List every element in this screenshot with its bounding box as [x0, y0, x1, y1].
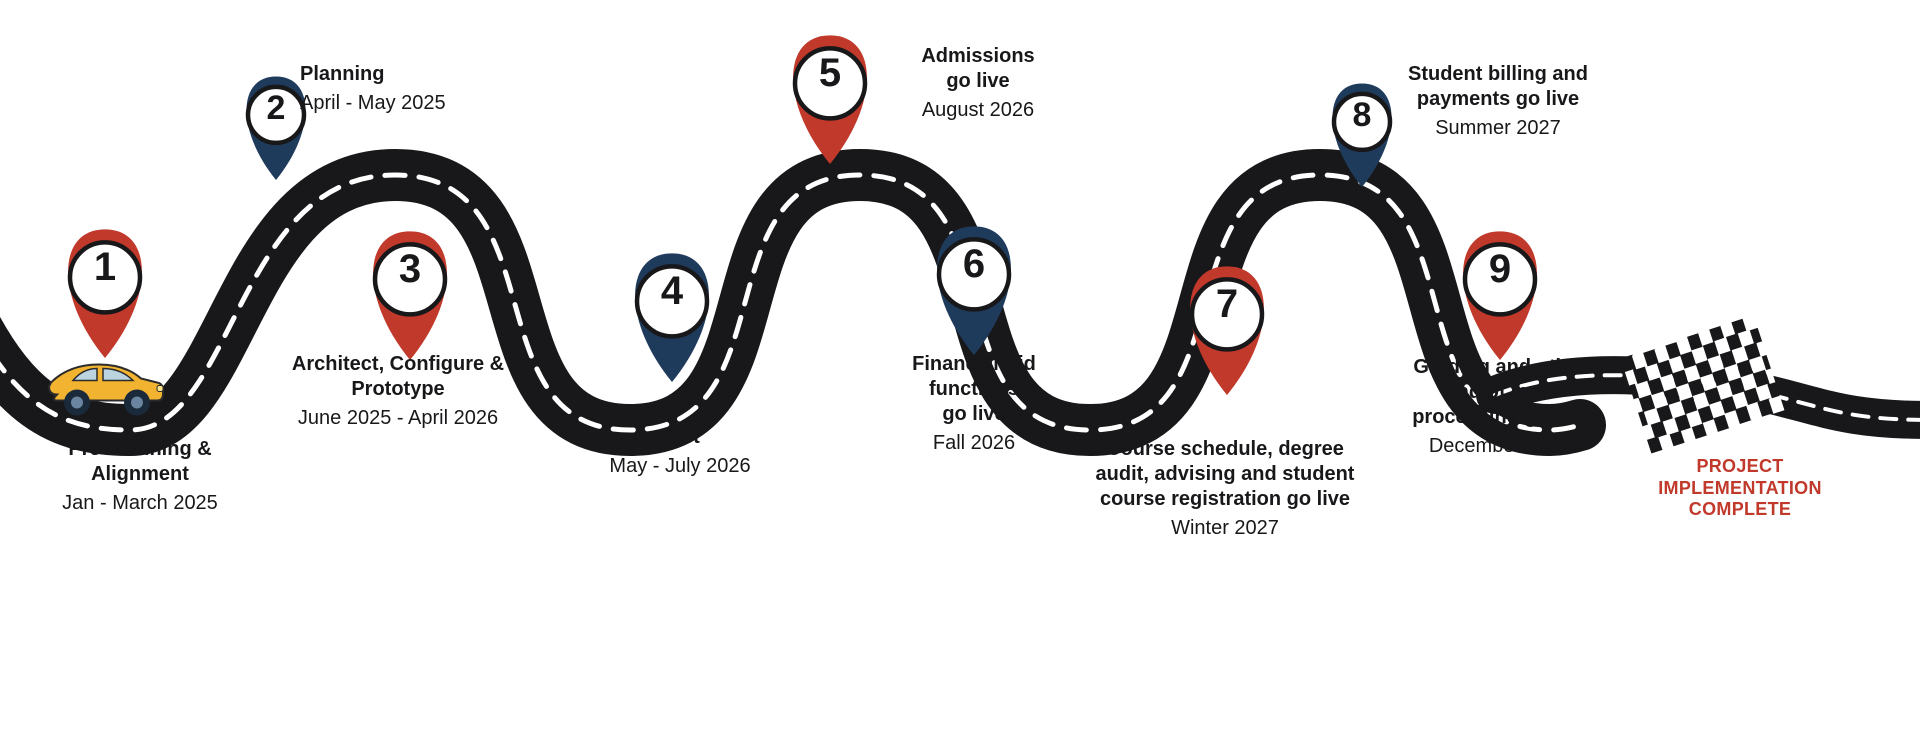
milestone-pin-number: 5 [780, 51, 880, 96]
milestone-pin-6: 6 [924, 225, 1024, 355]
milestone-pin-number: 9 [1450, 247, 1550, 292]
milestone-label-6: Financial Aidfunctionsgo live Fall 2026 [864, 352, 1084, 456]
milestone-date: December 2027 [1370, 434, 1630, 459]
milestone-pin-9: 9 [1450, 230, 1550, 360]
milestone-title-line: course registration go live [1060, 487, 1390, 512]
milestone-title-line: go live [864, 402, 1084, 427]
end-line-3: COMPLETE [1640, 499, 1840, 521]
milestone-pin-number: 7 [1177, 282, 1277, 327]
milestone-title-line: Course schedule, degree [1060, 437, 1390, 462]
milestone-label-7: Course schedule, degreeaudit, advising a… [1060, 437, 1390, 541]
milestone-date: May - July 2026 [570, 454, 790, 479]
milestone-pin-number: 6 [924, 242, 1024, 287]
milestone-date: August 2026 [878, 98, 1078, 123]
milestone-pin-1: 1 [55, 228, 155, 358]
milestone-label-3: Architect, Configure &Prototype June 2025… [248, 352, 548, 431]
milestone-date: April - May 2025 [300, 91, 500, 116]
end-line-1: PROJECT [1640, 456, 1840, 478]
milestone-title-line: Admissions [878, 44, 1078, 69]
milestone-title-line: processing go live [1370, 405, 1630, 430]
milestone-title-line: Student billing and [1368, 62, 1628, 87]
road-path [0, 175, 1580, 430]
milestone-label-1: Pre-Planning &Alignment Jan - March 2025 [25, 437, 255, 516]
milestone-pin-number: 3 [360, 247, 460, 292]
milestone-label-8: Student billing andpayments go live Summe… [1368, 62, 1628, 141]
milestone-date: Fall 2026 [864, 431, 1084, 456]
project-complete-label: PROJECT IMPLEMENTATION COMPLETE [1640, 456, 1840, 521]
milestone-pin-4: 4 [622, 252, 722, 382]
end-line-2: IMPLEMENTATION [1640, 478, 1840, 500]
milestone-label-4: Test May - July 2026 [570, 425, 790, 479]
milestone-title-line: audit, advising and student [1060, 462, 1390, 487]
milestone-label-2: Planning April - May 2025 [300, 62, 500, 116]
milestone-pin-3: 3 [360, 230, 460, 360]
milestone-title-line: Test [570, 425, 790, 450]
milestone-date: Winter 2027 [1060, 516, 1390, 541]
milestone-date: Summer 2027 [1368, 116, 1628, 141]
milestone-date: June 2025 - April 2026 [248, 406, 548, 431]
milestone-date: Jan - March 2025 [25, 491, 255, 516]
car-icon [39, 353, 169, 428]
milestone-pin-number: 1 [55, 245, 155, 290]
milestone-title-line: payments go live [1368, 87, 1628, 112]
milestone-title-line: end of term [1370, 380, 1630, 405]
milestone-title-line: Grading and other [1370, 355, 1630, 380]
milestone-pin-number: 4 [622, 269, 722, 314]
milestone-title-line: Prototype [248, 377, 548, 402]
milestone-pin-5: 5 [780, 34, 880, 164]
milestone-title-line: Architect, Configure & [248, 352, 548, 377]
milestone-title-line: Alignment [25, 462, 255, 487]
road-center-line [0, 175, 1580, 430]
milestone-label-5: Admissionsgo live August 2026 [878, 44, 1078, 123]
milestone-title-line: go live [878, 69, 1078, 94]
finish-flag-icon [1640, 342, 1780, 442]
roadmap-infographic: 1 Pre-Planning &Alignment Jan - March 2025… [0, 0, 1920, 736]
milestone-title-line: Planning [300, 62, 500, 87]
milestone-pin-7: 7 [1177, 265, 1277, 395]
milestone-title-line: functions [864, 377, 1084, 402]
milestone-title-line: Financial Aid [864, 352, 1084, 377]
milestone-label-9: Grading and otherend of termprocessing g… [1370, 355, 1630, 459]
milestone-title-line: Pre-Planning & [25, 437, 255, 462]
